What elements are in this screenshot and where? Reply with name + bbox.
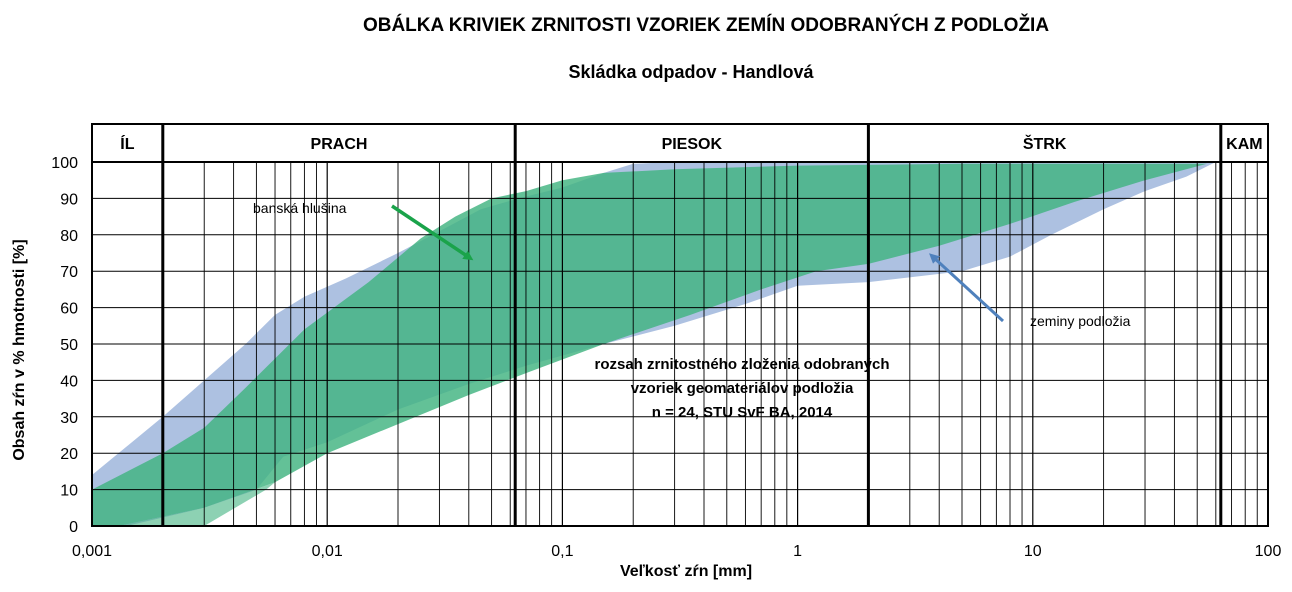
class-header (91, 123, 1269, 163)
x-tick-label: 0,01 (312, 543, 343, 560)
y-tick-label: 100 (51, 155, 78, 172)
x-tick-label: 10 (1024, 543, 1042, 560)
x-tick-label: 100 (1255, 543, 1282, 560)
y-tick-label: 60 (60, 301, 78, 318)
class-label-1: ÍL (120, 134, 134, 153)
y-tick-label: 90 (60, 191, 78, 208)
x-axis-title: Veľkosť zŕn [mm] (620, 563, 752, 580)
y-tick-label: 50 (60, 337, 78, 354)
x-tick-label: 1 (793, 543, 802, 560)
annotation-arrow-blue (929, 253, 1005, 323)
y-tick-label: 20 (60, 446, 78, 463)
y-tick-label: 10 (60, 483, 78, 500)
annotation-arrow-green (391, 204, 474, 261)
series-band-lower-tail (92, 482, 275, 526)
annotation-note-line: rozsah zrnitostného zloženia odobraných (594, 356, 889, 373)
class-label-4: ŠTRK (1023, 134, 1067, 153)
class-label-5: KAM (1226, 136, 1262, 153)
series-band-1 (92, 162, 1216, 526)
chart-title: OBÁLKA KRIVIEK ZRNITOSTI VZORIEK ZEMÍN O… (362, 15, 1050, 36)
y-axis-title: Obsah zŕn v % hmotnosti [%] (11, 239, 28, 460)
plot-border (91, 161, 1269, 527)
y-tick-label: 0 (69, 519, 78, 536)
y-tick-label: 80 (60, 228, 78, 245)
chart-subtitle: Skládka odpadov - Handlová (568, 62, 814, 82)
annotation-zeminy-podlozia: zeminy podložia (1030, 313, 1131, 329)
y-tick-label: 30 (60, 410, 78, 427)
annotation-banska-hlusina: banská hlušina (253, 200, 347, 216)
class-label-2: PRACH (311, 136, 368, 153)
annotation-note-line: vzoriek geomateriálov podložia (631, 380, 854, 397)
x-tick-label: 0,1 (551, 543, 573, 560)
annotation-note-line: n = 24, STU SvF BA, 2014 (652, 404, 833, 421)
x-tick-label: 0,001 (72, 543, 112, 560)
class-label-3: PIESOK (662, 136, 723, 153)
y-tick-label: 70 (60, 264, 78, 281)
y-tick-label: 40 (60, 373, 78, 390)
